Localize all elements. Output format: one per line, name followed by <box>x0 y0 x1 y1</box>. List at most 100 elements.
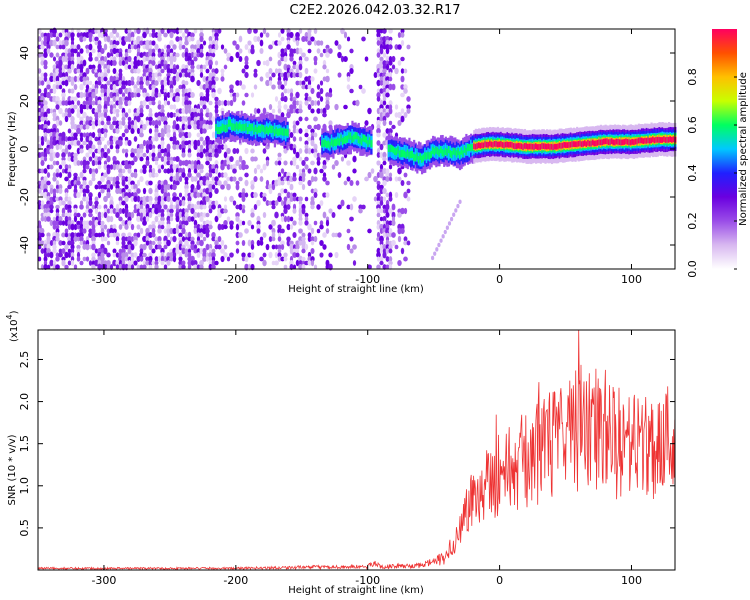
spectrogram-ridge-cell <box>462 150 465 158</box>
spectrogram-cell <box>397 227 402 235</box>
spectrogram-cell <box>319 96 324 102</box>
spectrogram-cell <box>187 236 192 242</box>
spectrogram-cell <box>46 252 51 258</box>
spectrogram-cell <box>73 172 78 178</box>
spectrogram-cell <box>289 175 294 183</box>
spectrogram-cell <box>334 103 339 111</box>
spectrogram-cell <box>142 63 147 71</box>
spectrogram-cell <box>82 111 87 119</box>
spectrogram-cell <box>139 59 144 67</box>
spectrogram-cell <box>280 228 285 234</box>
spectrogram-cell <box>166 124 171 130</box>
spectrogram-cell <box>43 247 48 255</box>
spectrogram-cell <box>58 40 63 46</box>
spectrogram-cell <box>274 160 279 166</box>
spectrogram-cell <box>205 124 210 130</box>
spectrogram-cell <box>190 243 195 251</box>
spectrogram-cell <box>73 160 78 166</box>
spectrogram-cell <box>187 131 192 139</box>
spectrogram-cell <box>139 156 144 162</box>
spectrogram-cell <box>151 60 156 66</box>
spectrogram-cell <box>127 43 132 51</box>
spectrogram-cell <box>112 75 117 83</box>
spectrogram-cell <box>73 232 78 238</box>
spectrogram-cell <box>157 228 162 234</box>
spectrogram-cell <box>310 248 315 254</box>
spectrogram-cell <box>145 216 150 222</box>
spectrogram-cell <box>211 44 216 50</box>
spectrogram-ridge-cell <box>482 142 485 149</box>
snr-x-label: Height of straight line (km) <box>288 585 424 596</box>
spectrogram-cell <box>184 64 189 70</box>
snr-x-tick-label: 0 <box>496 574 503 587</box>
spectrogram-cell <box>271 219 276 227</box>
spectrogram-cell <box>184 40 189 46</box>
spectrogram-cell <box>382 68 387 74</box>
spectrogram-ridge-cell <box>508 141 511 148</box>
spectrogram-ridge-cell <box>618 139 622 146</box>
spectrogram-cell <box>313 188 318 194</box>
spectrogram-cell <box>112 116 117 122</box>
spectrogram-ridge-cell <box>215 124 218 138</box>
spectrogram-cell <box>187 52 192 58</box>
spectrogram-ridge-cell <box>284 128 288 136</box>
spectrogram-cell <box>253 167 258 175</box>
spectrogram-cell <box>205 135 210 143</box>
spectrogram-cell <box>127 191 132 199</box>
spectrogram-cell <box>67 248 72 254</box>
spectrogram-cell <box>166 195 171 203</box>
snr-scale-exponent: 4 <box>5 314 14 319</box>
spectrogram-cell <box>160 148 165 154</box>
spectrogram-cell <box>118 164 123 170</box>
spectrogram-y-tick-label: 40 <box>18 46 31 60</box>
spectrogram-ridge-cell <box>231 122 234 131</box>
spectrogram-cell <box>88 208 93 214</box>
spectrogram-cell <box>307 232 312 238</box>
spectrogram-cell <box>103 163 108 171</box>
spectrogram-ridge-cell <box>343 136 346 144</box>
spectrogram-cell <box>280 84 285 90</box>
spectrogram-cell <box>310 76 315 82</box>
spectrogram-cell <box>106 215 111 223</box>
spectrogram-cell <box>94 248 99 254</box>
spectrogram-cell <box>109 199 114 207</box>
spectrogram-cell <box>139 200 144 206</box>
spectrogram-cell <box>118 35 123 43</box>
spectrogram-cell <box>217 99 222 107</box>
spectrogram-cell <box>196 252 201 258</box>
spectrogram-cell <box>55 104 60 110</box>
spectrogram-cell <box>295 91 300 99</box>
spectrogram-cell <box>385 60 390 66</box>
spectrogram-cell <box>67 260 72 266</box>
spectrogram-cell <box>298 228 303 234</box>
spectrogram-cell <box>304 92 309 98</box>
spectrogram-cell <box>142 260 147 266</box>
spectrogram-cell <box>136 127 141 135</box>
colorbar-tick-label: 0.6 <box>686 116 699 134</box>
spectrogram-cell <box>295 39 300 47</box>
spectrogram-cell <box>58 84 63 90</box>
spectrogram-ridge-cell <box>259 125 262 133</box>
spectrogram-cell <box>196 228 201 234</box>
spectrogram-cell <box>148 83 153 91</box>
spectrogram-cell <box>118 196 123 202</box>
colorbar-tick-label: 0.0 <box>686 260 699 278</box>
spectrogram-cell <box>145 235 150 243</box>
spectrogram-cell <box>58 200 63 206</box>
spectrogram-cell <box>61 240 66 246</box>
spectrogram-cell <box>127 35 132 43</box>
spectrogram-cell <box>313 191 318 199</box>
spectrogram-cell <box>349 179 354 187</box>
spectrogram-cell <box>148 252 153 258</box>
spectrogram-cell <box>253 68 258 74</box>
spectrogram-ridge-cell <box>257 125 261 133</box>
spectrogram-cell <box>82 132 87 138</box>
spectrogram-cell <box>220 68 225 74</box>
spectrogram-cell <box>184 99 189 107</box>
spectrogram-cell <box>151 144 156 150</box>
spectrogram-cell <box>67 107 72 115</box>
spectrogram-cell <box>289 96 294 102</box>
spectrogram-cell <box>298 28 303 34</box>
spectrogram-cell <box>304 148 309 154</box>
spectrogram-cell <box>211 72 216 78</box>
